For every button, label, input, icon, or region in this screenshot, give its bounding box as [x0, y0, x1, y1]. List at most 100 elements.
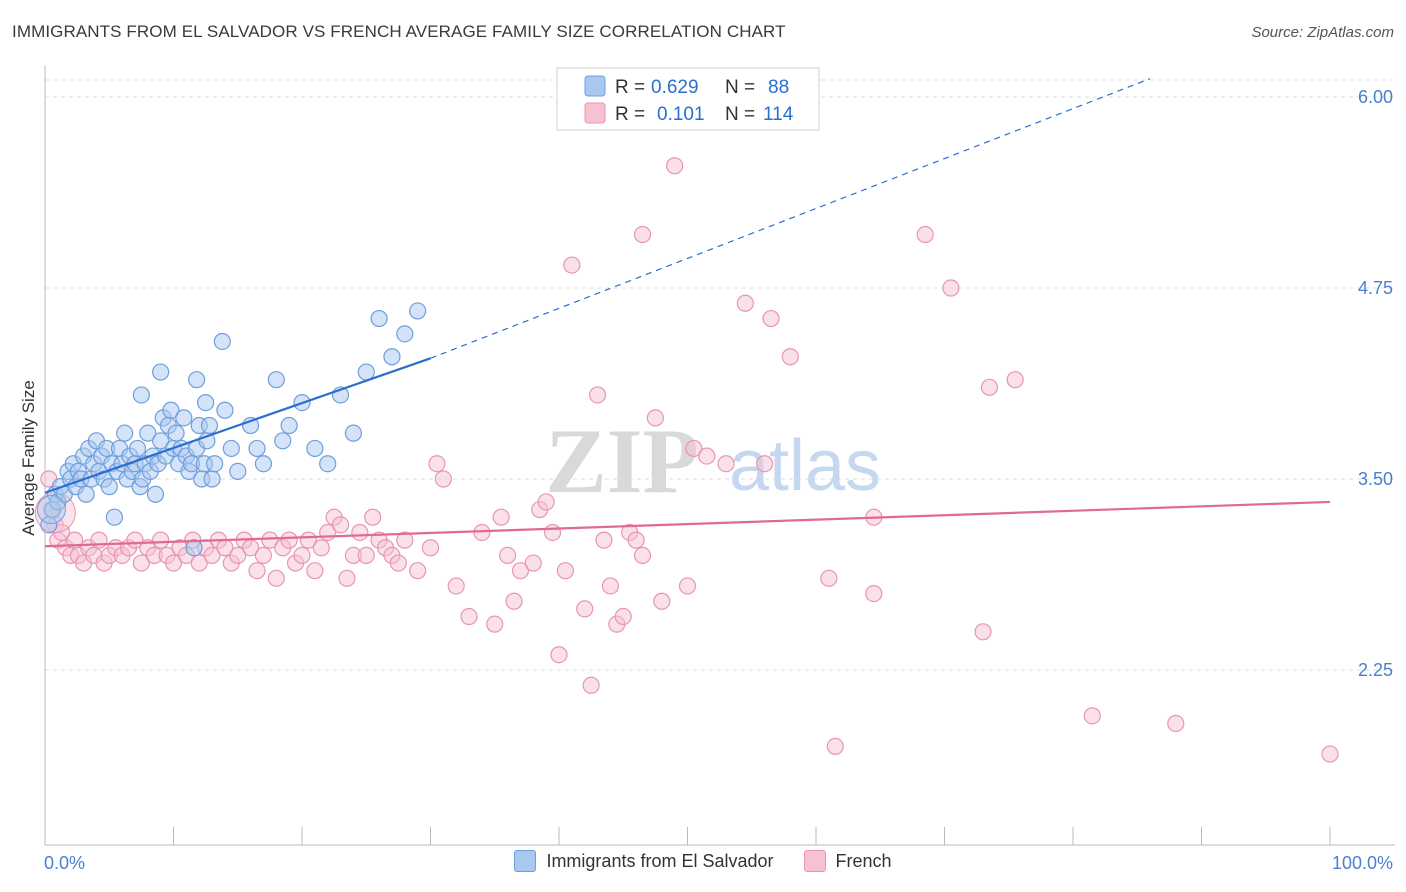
french-point — [556, 562, 575, 580]
legend-label: French — [835, 850, 892, 871]
french-trend-line — [44, 500, 1331, 548]
french-point — [678, 577, 697, 595]
el-salvador-point — [203, 470, 221, 488]
y-tick-label: 4.75 — [1358, 278, 1393, 298]
french-point — [865, 584, 883, 603]
french-point — [396, 531, 414, 549]
french-point — [434, 470, 452, 488]
el-salvador-point — [100, 478, 118, 496]
french-point — [685, 439, 703, 458]
french-point — [261, 531, 279, 549]
y-tick-label: 2.25 — [1358, 660, 1393, 680]
legend-swatch-blue — [514, 850, 537, 872]
french-point — [229, 546, 247, 565]
el-salvador-trend-extension — [430, 78, 1151, 359]
french-point — [916, 225, 934, 244]
french-point — [338, 569, 356, 587]
french-point — [280, 531, 298, 549]
french-point — [190, 554, 208, 572]
bottom-legend: Immigrants from El Salvador French — [0, 850, 1406, 872]
french-point — [755, 455, 774, 473]
french-point — [90, 531, 108, 549]
legend-item-french: French — [803, 850, 892, 872]
french-point — [306, 562, 324, 580]
french-point — [781, 348, 799, 366]
el-salvador-point — [188, 371, 206, 389]
stats-swatch-blue — [584, 75, 606, 97]
french-points — [34, 157, 1339, 763]
el-salvador-point — [254, 455, 273, 473]
el-salvador-point — [319, 455, 337, 473]
el-salvador-point-cluster — [36, 495, 66, 525]
french-point — [421, 539, 440, 557]
french-point — [588, 386, 607, 404]
french-point — [595, 531, 613, 549]
chart-title: IMMIGRANTS FROM EL SALVADOR VS FRENCH AV… — [12, 22, 786, 41]
french-point — [717, 455, 735, 473]
french-point — [486, 615, 504, 633]
el-salvador-points — [36, 302, 427, 557]
french-point — [293, 546, 311, 565]
french-point — [974, 623, 992, 641]
stats-r-value: 0.629 — [651, 77, 699, 98]
el-salvador-point — [200, 416, 219, 435]
source-label: Source: ZipAtlas.com — [1251, 24, 1394, 41]
legend-swatch-pink — [803, 850, 826, 872]
french-point — [633, 225, 652, 244]
stats-n-value: 88 — [768, 77, 789, 98]
french-point — [627, 531, 645, 549]
el-salvador-point — [185, 539, 203, 557]
french-point — [666, 157, 684, 175]
legend-label: Immigrants from El Salvador — [546, 850, 774, 871]
el-salvador-point — [229, 462, 247, 480]
french-point — [357, 546, 375, 565]
french-point — [698, 447, 716, 465]
french-point — [550, 646, 568, 664]
el-salvador-point — [248, 439, 266, 458]
el-salvador-point — [116, 424, 134, 442]
el-salvador-point — [216, 401, 234, 419]
x-tick-label-max: 100.0% — [1332, 853, 1393, 873]
trend-lines — [44, 78, 1331, 548]
stats-n-label: N = — [725, 104, 755, 125]
french-point — [254, 546, 273, 565]
stats-n-value: 114 — [763, 104, 794, 125]
stats-swatch-pink — [584, 102, 606, 124]
french-point — [473, 523, 491, 542]
watermark-zip: ZIP — [545, 410, 698, 512]
french-point — [1167, 714, 1185, 733]
stats-r-label: R = — [615, 104, 645, 125]
french-point — [409, 562, 427, 580]
french-point — [351, 523, 369, 542]
stats-r-value: 0.101 — [657, 104, 705, 125]
el-salvador-point — [139, 424, 157, 442]
el-salvador-point — [344, 424, 362, 442]
y-tick-label: 3.50 — [1358, 469, 1393, 489]
french-point — [164, 554, 183, 572]
stats-legend: R = 0.629 N = 88 R = 0.101 N = 114 — [556, 67, 820, 131]
el-salvador-point — [409, 302, 427, 320]
french-point — [331, 516, 350, 534]
french-point — [1321, 745, 1339, 763]
french-point — [582, 676, 600, 694]
french-point — [524, 554, 542, 572]
french-point — [614, 607, 632, 626]
french-point — [499, 546, 517, 565]
y-tick-labels: 2.25 3.50 4.75 6.00 — [1358, 87, 1393, 680]
el-salvador-point — [213, 332, 231, 351]
el-salvador-point — [222, 439, 240, 458]
el-salvador-point — [175, 409, 193, 427]
french-point — [563, 256, 581, 274]
french-point — [1083, 707, 1101, 725]
french-point — [762, 309, 780, 328]
french-point — [646, 409, 664, 427]
french-point — [267, 569, 285, 587]
french-point — [203, 546, 221, 565]
french-point — [537, 493, 555, 511]
french-point — [942, 279, 960, 297]
el-salvador-trend-line — [44, 357, 431, 494]
french-point — [152, 531, 170, 549]
el-salvador-point — [167, 424, 185, 442]
el-salvador-point — [105, 508, 123, 526]
